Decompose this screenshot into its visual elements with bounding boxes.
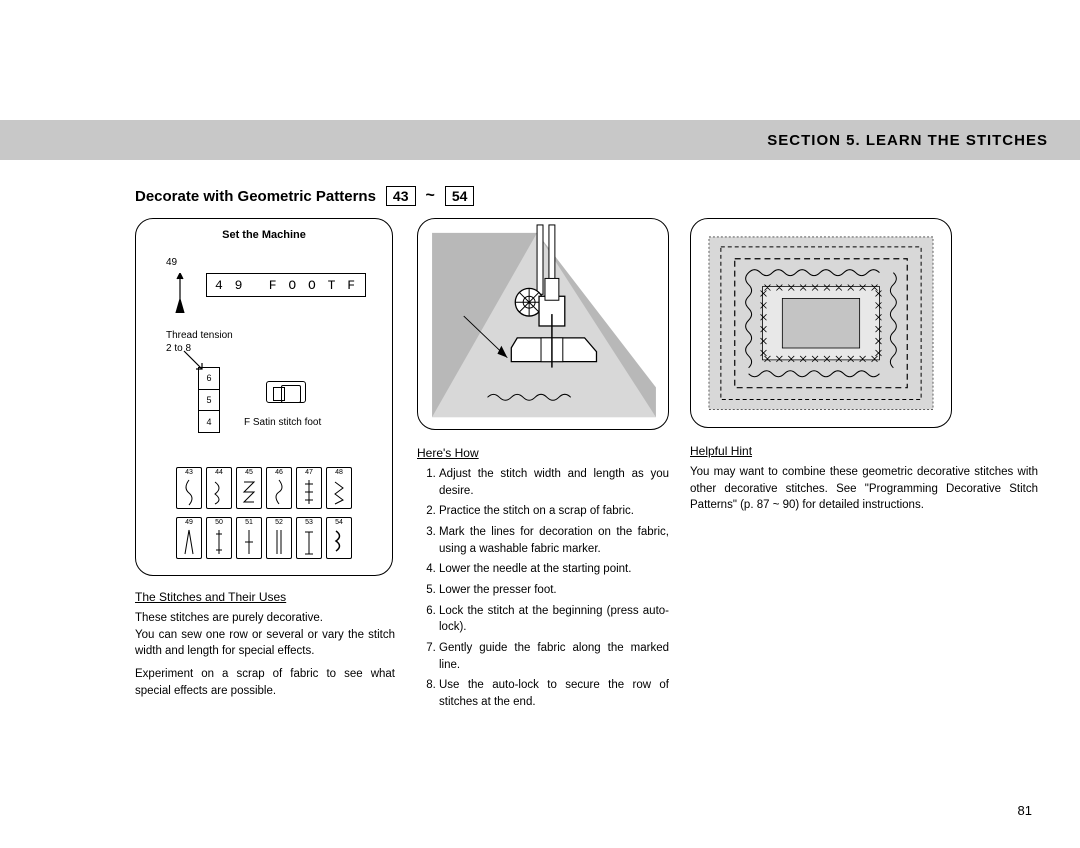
dial-val: 4 [199, 411, 219, 432]
stitch-43: 43 [176, 467, 202, 509]
step-7: Gently guide the fabric along the marked… [439, 640, 669, 673]
stitch-53: 53 [296, 517, 322, 559]
needle-icon [172, 273, 188, 313]
machine-settings-panel: Set the Machine 49 4 9 F O O T F Thread … [135, 218, 393, 576]
lcd-left: 4 9 [207, 278, 269, 293]
panel1-title: Set the Machine [136, 229, 392, 241]
steps-list: Adjust the stitch width and length as yo… [417, 466, 669, 711]
stitch-54: 54 [326, 517, 352, 559]
col1-p2: You can sew one row or several or vary t… [135, 627, 395, 660]
col1-p3: Experiment on a scrap of fabric to see w… [135, 666, 395, 699]
step-1: Adjust the stitch width and length as yo… [439, 466, 669, 499]
step-5: Lower the presser foot. [439, 582, 669, 599]
step-4: Lower the needle at the starting point. [439, 561, 669, 578]
page-title-row: Decorate with Geometric Patterns 43 ~ 54 [135, 186, 474, 206]
dial-val: 6 [199, 368, 219, 390]
range-tilde: ~ [426, 187, 435, 205]
range-from: 43 [386, 186, 416, 206]
stitch-51: 51 [236, 517, 262, 559]
stitch-52: 52 [266, 517, 292, 559]
section-label: SECTION 5. LEARN THE STITCHES [767, 132, 1048, 149]
tension-dial: 6 5 4 [198, 367, 220, 433]
stitch-row-2: 49 50 51 52 53 54 [176, 517, 354, 559]
col1-heading: The Stitches and Their Uses [135, 590, 395, 604]
stitch-row-1: 43 44 45 46 47 48 [176, 467, 354, 509]
stitch-46: 46 [266, 467, 292, 509]
sewing-machine-illustration [418, 219, 668, 429]
stitch-48: 48 [326, 467, 352, 509]
step-8: Use the auto-lock to secure the row of s… [439, 677, 669, 710]
stitch-45: 45 [236, 467, 262, 509]
page-number: 81 [1018, 803, 1032, 818]
col3-heading: Helpful Hint [690, 444, 1038, 458]
col1-p1: These stitches are purely decorative. [135, 610, 395, 627]
col3-p1: You may want to combine these geometric … [690, 464, 1038, 514]
stitch-49: 49 [176, 517, 202, 559]
sample-output-panel [690, 218, 952, 428]
page-title: Decorate with Geometric Patterns [135, 188, 376, 205]
lcd-right: F O O T F [269, 278, 365, 293]
decorative-square-illustration [705, 233, 937, 413]
step-3: Mark the lines for decoration on the fab… [439, 524, 669, 557]
step-2: Practice the stitch on a scrap of fabric… [439, 503, 669, 520]
dial-val: 5 [199, 390, 219, 412]
col2-heading: Here's How [417, 446, 669, 460]
step-6: Lock the stitch at the beginning (press … [439, 603, 669, 636]
stitch-44: 44 [206, 467, 232, 509]
stitch-47: 47 [296, 467, 322, 509]
panel1-stitch-num: 49 [166, 257, 177, 268]
sewing-illustration-panel [417, 218, 669, 430]
presser-foot-icon [266, 381, 306, 403]
presser-foot-label: F Satin stitch foot [244, 417, 321, 428]
lcd-display: 4 9 F O O T F [206, 273, 366, 297]
range-to: 54 [445, 186, 475, 206]
stitch-50: 50 [206, 517, 232, 559]
